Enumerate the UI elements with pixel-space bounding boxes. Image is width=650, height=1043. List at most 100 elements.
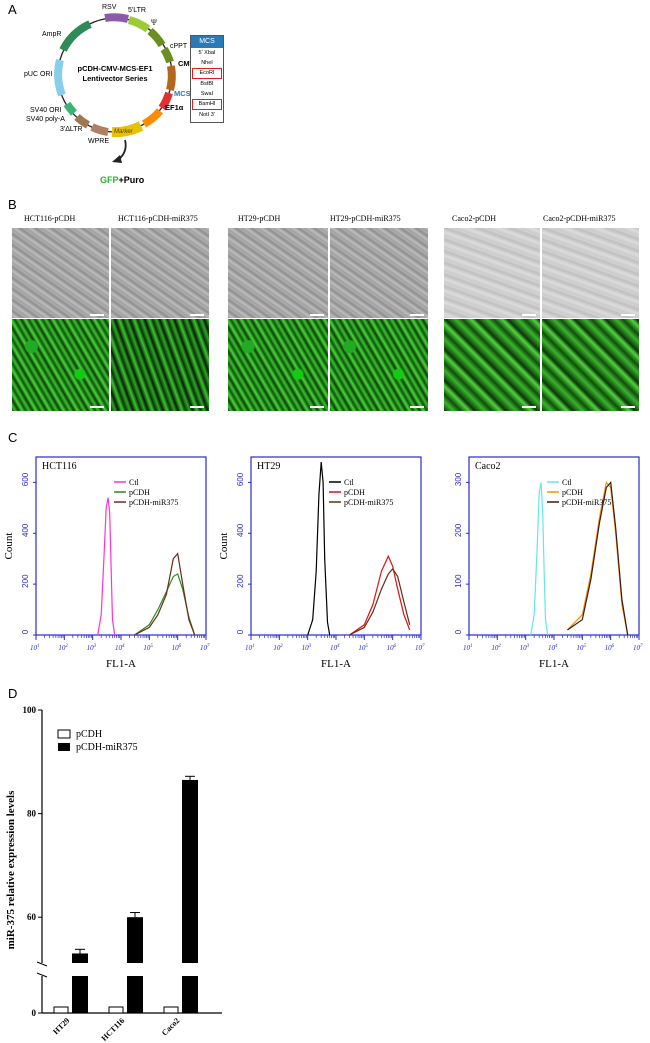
bar-mir375-lower [72,976,88,1013]
scale-bar [310,406,324,408]
x-axis-label: FL1-A [539,658,569,670]
bar-mir375-upper [127,917,143,963]
mcs-site: NheI [201,60,213,66]
mcs-box-title: MCS [191,36,223,48]
x-tick-label: 104 [115,644,125,652]
mcs-segment [158,91,173,111]
gfp-label: GFP+Puro [100,175,145,185]
ltr3-label: 3'ΔLTR [60,126,83,133]
mcs-site: SwaI [200,91,214,97]
series-line [349,567,411,636]
y-tick-label: 0 [454,629,463,634]
mcs-site-highlighted: EcoRI [192,68,222,79]
legend-label: pCDH-miR375 [129,498,178,507]
x-tick-label: Caco2 [160,1016,181,1037]
micrograph-ht29-pcdh [228,228,328,412]
y-tick-label: 200 [236,574,245,588]
bar-mir375-upper [182,779,198,963]
legend-label: pCDH-miR375 [344,498,393,507]
x-tick-label: 103 [520,644,530,652]
scale-bar [621,406,635,408]
plot-frame [35,456,207,636]
mcs-site-highlighted: BamHI [192,99,222,110]
chart-title: HT29 [257,461,280,472]
cmv-label: CMV [178,59,195,68]
series-line [530,482,549,636]
series-line [134,552,196,636]
chart-title: HCT116 [42,461,77,472]
ef1a-label: EF1α [165,103,184,112]
mcs-label: MCS [174,89,191,98]
x-tick-label: 106 [605,644,615,652]
gfp-image [444,319,540,411]
brightfield-image [111,228,209,318]
axis-break-mark [36,972,48,978]
x-tick-label: HCT116 [100,1016,127,1043]
marker-label: Marker [114,129,134,135]
y-tick-label: 300 [454,472,463,486]
y-tick-label: 0 [32,1008,37,1018]
brightfield-image [228,228,328,318]
y-tick-label: 200 [454,523,463,537]
gfp-text: GFP [100,175,119,185]
micrograph-label: HT29-pCDH [238,214,281,223]
bar-pcdh [163,1006,179,1014]
y-tick-label: 80 [27,809,37,819]
brightfield-image [542,228,639,318]
bar-pcdh [108,1006,124,1014]
bar-mir375-lower [127,976,143,1013]
x-axis-label: FL1-A [106,658,136,670]
axis-break-mark [36,961,48,967]
x-tick-label: 106 [387,644,397,652]
plasmid-name-line2: Lentivector Series [82,74,147,83]
bar-mir375-lower [182,976,198,1013]
scale-bar [522,314,536,316]
scale-bar [90,314,104,316]
scale-bar [90,406,104,408]
ltr5-segment [127,16,151,33]
psi-segment [147,27,166,48]
x-tick-label: 102 [58,644,68,652]
x-tick-label: 103 [302,644,312,652]
wpre-segment [90,123,109,136]
x-tick-label: 104 [548,644,558,652]
ltr3-segment [74,113,91,129]
rsv-label: RSV [102,4,117,11]
y-tick-label: 600 [236,472,245,486]
panel-letter-d: D [8,686,18,701]
flow-histogram-caco2: Caco2 0 100 200 300 101 102 103 104 105 106 107 FL1-… [454,456,643,670]
scale-bar [190,406,204,408]
x-tick-label: 105 [576,644,586,652]
y-tick-label: 0 [236,629,245,634]
ltr5-label: 5'LTR [128,7,146,14]
flow-histogram-ht29: HT29 0 200 400 600 101 102 103 104 105 106 107 FL1-A… [218,456,425,670]
y-tick-label: 60 [27,912,37,922]
legend-swatch [57,729,71,739]
rsv-segment [104,13,129,23]
gfp-image [542,319,639,411]
x-tick-label: 107 [415,644,425,652]
micrograph-label: Caco2-pCDH [452,214,496,223]
gfp-image [228,319,328,411]
brightfield-image [12,228,109,318]
x-tick-label: 105 [358,644,368,652]
flow-histogram-hct116: HCT116 0 200 400 600 101 102 103 104 105 106 107 FL1… [3,456,210,670]
cppt-segment [160,46,174,64]
legend-label: pCDH [129,488,150,497]
scale-bar [621,314,635,316]
y-axis-label: miR-375 relative expression levels [5,790,17,949]
micrograph-ht29-mir375 [330,228,428,412]
cppt-label: cPPT [170,43,188,50]
cmv-segment [166,65,176,92]
plasmid-name-line1: pCDH-CMV-MCS-EF1 [78,64,153,73]
micrograph-caco2-pcdh [444,228,540,412]
sv40-segment [63,101,77,116]
micrograph-label: HCT116-pCDH [24,214,76,223]
ef1a-segment [141,108,164,128]
panel-letter-a: A [8,2,17,17]
series-line [567,480,629,636]
micrograph-label: HCT116-pCDH-miR375 [118,214,198,223]
brightfield-image [444,228,540,318]
brightfield-image [330,228,428,318]
ampr-segment [59,20,92,52]
